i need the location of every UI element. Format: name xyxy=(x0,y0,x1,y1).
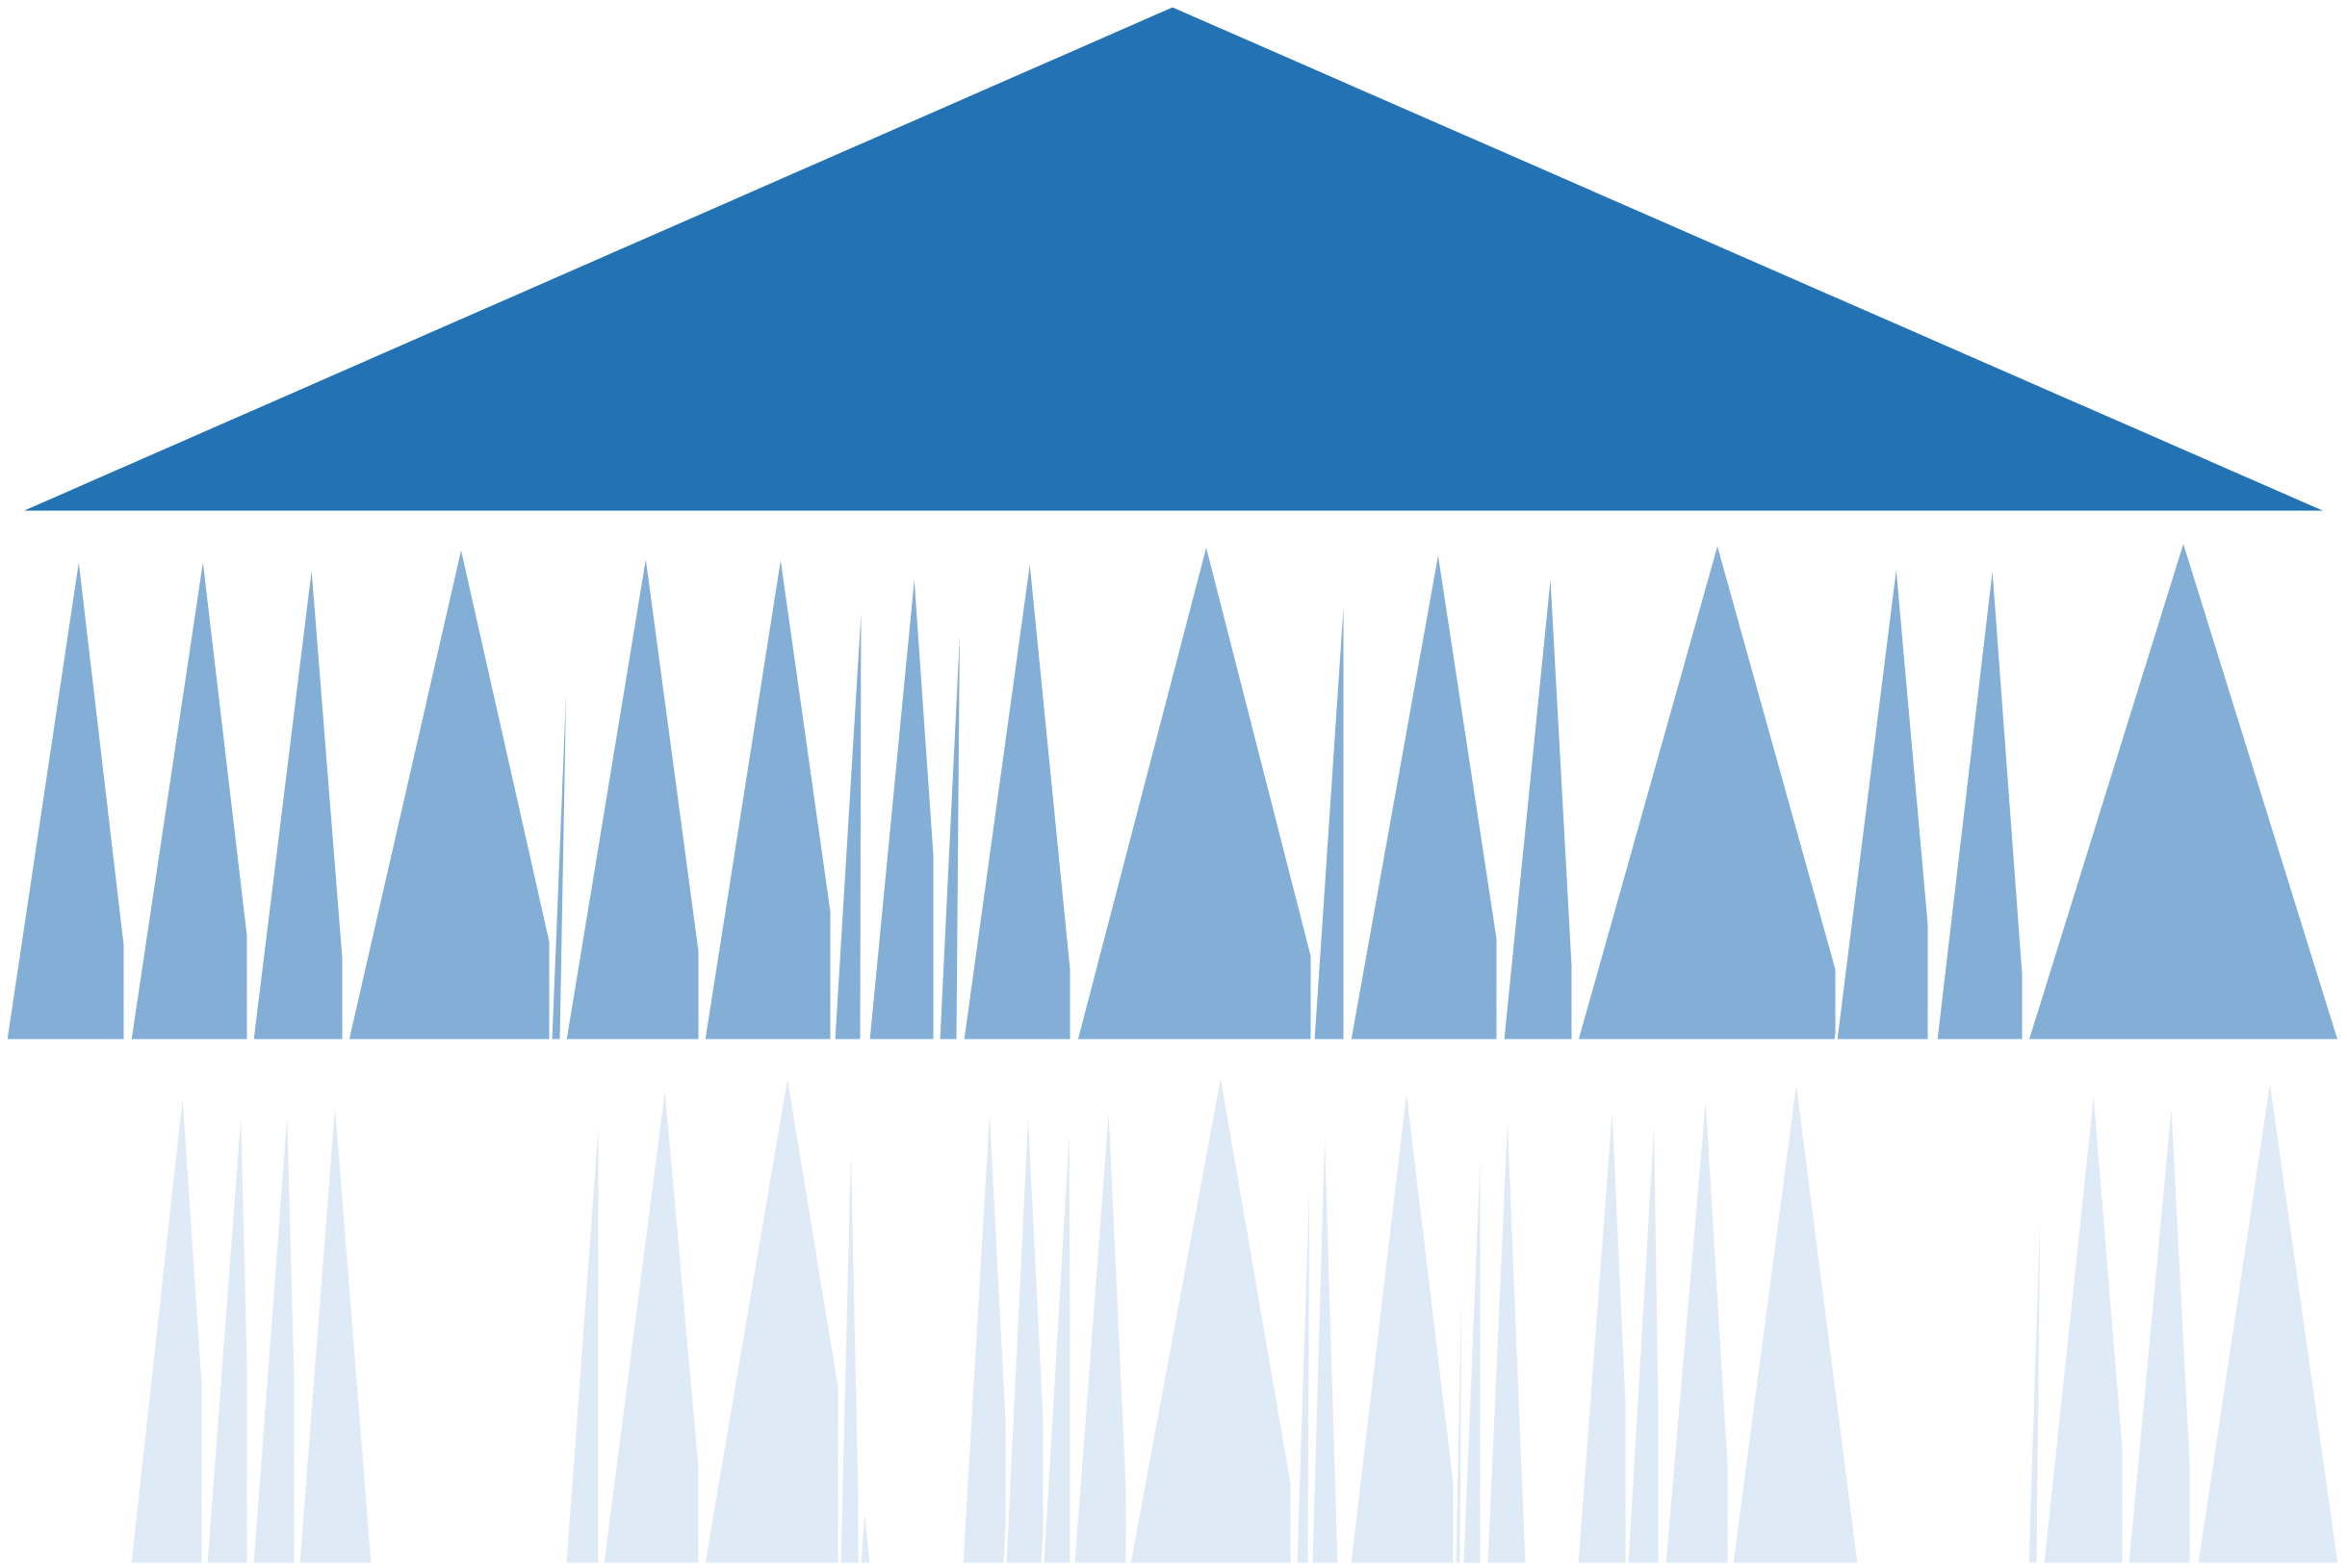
level-2-node xyxy=(702,550,834,1042)
level-3-node xyxy=(858,1496,873,1566)
level-1-group xyxy=(16,4,2331,514)
level-2-node xyxy=(563,549,702,1042)
level-3-node xyxy=(297,1088,374,1566)
level-3-node xyxy=(1294,1088,1313,1566)
level-3-node xyxy=(250,1088,297,1566)
level-2-node xyxy=(549,562,572,1042)
level-3-node xyxy=(960,1088,1009,1566)
level-2-group xyxy=(4,533,2342,1042)
level-3-node xyxy=(1484,1088,1529,1566)
level-3-node xyxy=(1309,1088,1341,1566)
level-3-node xyxy=(1460,1088,1483,1566)
level-3-node xyxy=(2195,1073,2341,1566)
level-2-node xyxy=(1074,536,1314,1042)
level-3-node xyxy=(1625,1088,1662,1566)
level-3-node xyxy=(1730,1073,1861,1566)
level-3-node xyxy=(128,1081,205,1566)
level-3-node xyxy=(702,1069,841,1566)
level-2-node xyxy=(1311,564,1347,1042)
level-2-node xyxy=(1348,546,1500,1042)
level-2-node xyxy=(1501,560,1575,1042)
level-2-node xyxy=(2025,533,2342,1042)
level-3-node xyxy=(1041,1088,1073,1566)
level-2-node xyxy=(1575,535,1839,1042)
level-3-node xyxy=(1127,1069,1294,1566)
level-2-node xyxy=(4,551,127,1042)
level-2-node xyxy=(832,564,864,1042)
level-2-node xyxy=(937,564,964,1042)
level-2-node xyxy=(1834,555,1931,1042)
level-3-group xyxy=(128,1069,2341,1566)
level-3-node xyxy=(1575,1088,1629,1566)
root-node xyxy=(16,4,2331,514)
level-3-node xyxy=(1003,1088,1046,1566)
level-2-node xyxy=(346,543,553,1042)
level-2-node xyxy=(1934,555,2025,1042)
level-2-node xyxy=(961,552,1073,1042)
level-3-node xyxy=(204,1088,250,1566)
level-3-node xyxy=(1348,1081,1457,1566)
level-3-node xyxy=(1453,1088,1466,1566)
level-3-node xyxy=(2041,1081,2126,1566)
level-2-node xyxy=(128,551,250,1042)
level-3-node xyxy=(563,1088,602,1566)
level-3-node xyxy=(601,1077,702,1566)
level-3-node xyxy=(1071,1088,1129,1566)
level-3-node xyxy=(1663,1081,1731,1566)
level-3-node xyxy=(838,1088,862,1566)
level-3-node xyxy=(2126,1088,2193,1566)
level-2-node xyxy=(866,561,937,1042)
level-3-node xyxy=(2025,1088,2045,1566)
level-2-node xyxy=(250,555,346,1042)
